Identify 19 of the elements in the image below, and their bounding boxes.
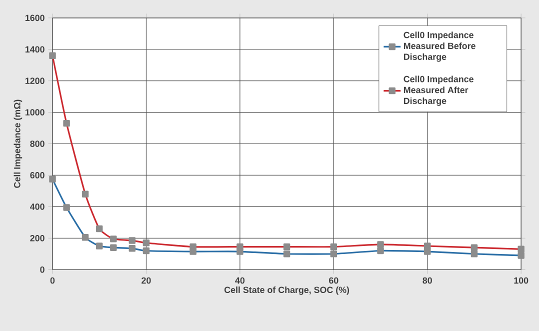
x-tick-label: 40 (235, 277, 245, 284)
y-tick-label: 1400 (25, 46, 44, 52)
y-tick-label: 0 (40, 266, 44, 273)
x-tick-label: 0 (50, 277, 55, 284)
y-tick-label: 600 (30, 172, 44, 178)
legend-label: Cell0 Impedance Measured After Discharge (404, 76, 474, 106)
y-axis-title: Cell Impedance (mΩ) (14, 100, 22, 188)
x-tick-label: 20 (142, 277, 151, 284)
x-axis-title: Cell State of Charge, SOC (%) (224, 286, 350, 295)
x-tick-label: 80 (422, 277, 432, 284)
x-tick-label: 60 (329, 277, 338, 284)
x-tick-label: 100 (514, 277, 528, 284)
y-tick-label: 1600 (25, 14, 44, 21)
y-tick-label: 1000 (25, 108, 44, 116)
y-tick-label: 400 (30, 203, 44, 210)
y-tick-label: 200 (30, 234, 44, 242)
y-tick-label: 1200 (25, 78, 44, 84)
legend-label: Cell0 Impedance Measured Before Discharge (404, 31, 476, 62)
y-tick-label: 800 (30, 140, 44, 147)
